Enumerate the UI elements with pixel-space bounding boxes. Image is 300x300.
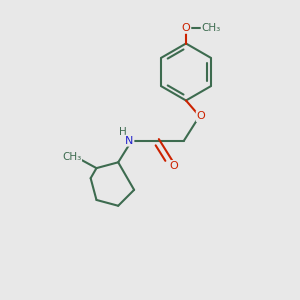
Text: CH₃: CH₃ xyxy=(62,152,81,162)
Text: O: O xyxy=(182,23,190,33)
Text: H: H xyxy=(119,127,127,137)
Text: N: N xyxy=(125,136,134,146)
Text: CH₃: CH₃ xyxy=(202,23,221,33)
Text: O: O xyxy=(196,111,206,121)
Text: O: O xyxy=(169,161,178,171)
